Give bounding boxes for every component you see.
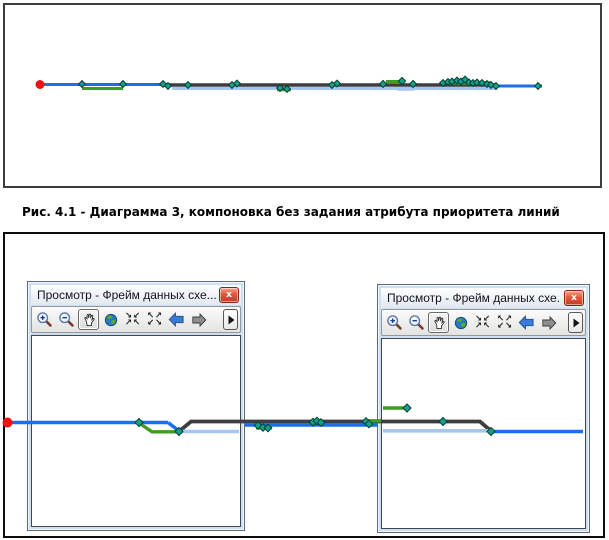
viewer-toolbar: ↘ ↙ ↗ ↖ ↖ ↗ ↙ ↘ [31, 306, 241, 333]
viewer-window-1: Просмотр - Фрейм данных схе... x ↘ ↙ ↗ ↖ ↖ ↗ ↙… [27, 281, 245, 531]
fixed-zoom-in-icon[interactable]: ↘ ↙ ↗ ↖ [124, 310, 141, 328]
zoom-out-icon[interactable] [406, 312, 427, 333]
zoom-in-icon[interactable] [384, 312, 405, 333]
viewer-canvas[interactable] [381, 338, 586, 529]
fixed-zoom-out-icon[interactable]: ↖ ↗ ↙ ↘ [146, 310, 163, 328]
zoom-out-icon[interactable] [56, 309, 77, 330]
viewer-title: Просмотр - Фрейм данных схе... [37, 288, 216, 302]
viewer-canvas[interactable] [31, 335, 241, 527]
viewer-titlebar[interactable]: Просмотр - Фрейм данных схе... x [31, 285, 241, 305]
forward-icon[interactable] [538, 312, 559, 333]
close-icon[interactable]: x [219, 287, 239, 303]
forward-icon[interactable] [188, 309, 209, 330]
viewer-toolbar: ↘ ↙ ↗ ↖ ↖ ↗ ↙ ↘ [381, 309, 586, 336]
viewer-titlebar[interactable]: Просмотр - Фрейм данных схе... x [381, 288, 586, 308]
full-extent-icon[interactable] [100, 309, 121, 330]
viewer-window-2: Просмотр - Фрейм данных схе... x ↘ ↙ ↗ ↖ ↖ ↗ ↙… [377, 284, 590, 533]
close-icon[interactable]: x [564, 290, 584, 306]
pan-icon[interactable] [78, 309, 99, 330]
back-icon[interactable] [166, 309, 187, 330]
figure-caption: Рис. 4.1 - Диаграмма 3, компоновка без з… [22, 205, 560, 219]
back-icon[interactable] [516, 312, 537, 333]
more-icon[interactable] [568, 312, 583, 333]
fixed-zoom-out-icon[interactable]: ↖ ↗ ↙ ↘ [496, 313, 513, 331]
zoom-in-icon[interactable] [34, 309, 55, 330]
fixed-zoom-in-icon[interactable]: ↘ ↙ ↗ ↖ [474, 313, 491, 331]
more-icon[interactable] [223, 309, 238, 330]
pan-icon[interactable] [428, 312, 449, 333]
figure-top-panel [3, 3, 602, 188]
full-extent-icon[interactable] [450, 312, 471, 333]
viewer-title: Просмотр - Фрейм данных схе... [387, 291, 561, 305]
